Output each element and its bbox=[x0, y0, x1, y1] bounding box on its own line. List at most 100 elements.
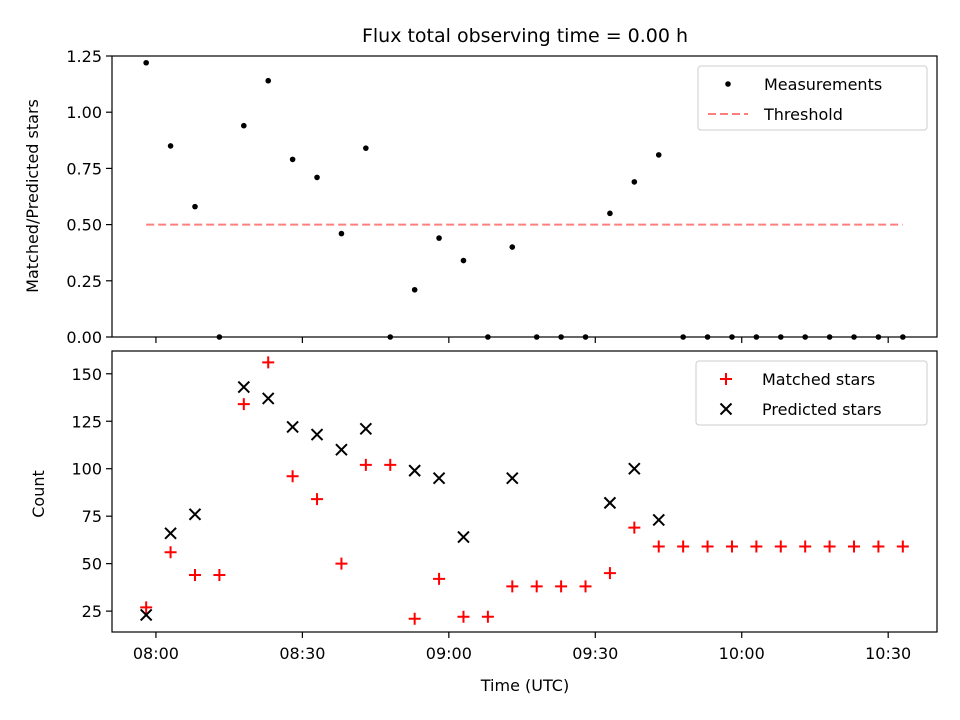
data-point bbox=[875, 334, 882, 340]
x-tick-label: 08:00 bbox=[133, 644, 179, 663]
data-point bbox=[188, 569, 201, 582]
data-point bbox=[753, 334, 760, 340]
legend-dot-symbol bbox=[725, 81, 731, 87]
data-point bbox=[628, 462, 641, 475]
data-point bbox=[262, 392, 275, 405]
x-tick-label: 09:00 bbox=[426, 644, 472, 663]
y-tick-label: 75 bbox=[82, 507, 102, 526]
data-point bbox=[216, 334, 223, 340]
axes-frame bbox=[111, 55, 938, 338]
data-point bbox=[408, 612, 421, 625]
legend-label: Predicted stars bbox=[762, 400, 882, 419]
data-point bbox=[286, 420, 299, 434]
y-tick-label: 100 bbox=[71, 460, 102, 479]
data-point bbox=[460, 257, 467, 264]
data-point bbox=[311, 493, 324, 506]
data-point bbox=[192, 203, 198, 210]
data-point bbox=[384, 458, 397, 471]
data-point bbox=[286, 470, 299, 483]
data-point bbox=[310, 428, 324, 441]
data-point bbox=[774, 540, 787, 553]
data-point bbox=[777, 334, 784, 340]
data-point bbox=[631, 179, 638, 185]
data-point bbox=[359, 458, 372, 471]
series-predicted-stars bbox=[139, 380, 665, 622]
data-point bbox=[213, 569, 226, 582]
data-point bbox=[704, 334, 711, 340]
legend-plus-symbol bbox=[720, 373, 732, 385]
series-matched-stars bbox=[140, 356, 909, 625]
data-point bbox=[900, 334, 906, 340]
data-point bbox=[457, 530, 470, 544]
legend-label: Threshold bbox=[763, 105, 843, 124]
bottom-panel: 25 50 75 100 125 150 08:00 08:30 09:00 09:30 10:00… bbox=[71, 350, 938, 663]
data-point bbox=[241, 122, 247, 129]
legend: Matched stars Predicted stars bbox=[695, 360, 928, 426]
data-point bbox=[314, 174, 320, 181]
y-tick-label: 1.00 bbox=[66, 103, 102, 122]
data-point bbox=[481, 610, 494, 623]
data-point bbox=[750, 540, 763, 553]
data-point bbox=[799, 540, 812, 553]
data-point bbox=[139, 608, 153, 622]
data-point bbox=[680, 334, 686, 340]
top-y-axis-label: Matched/Predicted stars bbox=[23, 99, 42, 293]
data-point bbox=[533, 334, 540, 340]
data-point bbox=[848, 540, 861, 553]
data-point bbox=[359, 422, 373, 436]
legend-box bbox=[697, 65, 928, 131]
data-point bbox=[164, 546, 177, 559]
data-point bbox=[896, 540, 909, 553]
data-point bbox=[509, 244, 516, 250]
data-point bbox=[265, 77, 272, 84]
data-point bbox=[338, 230, 345, 237]
data-point bbox=[363, 145, 369, 151]
top-panel: 0.00 0.25 0.50 0.75 1.00 1.25 Measurements Thre… bbox=[66, 47, 938, 347]
data-point bbox=[603, 496, 617, 510]
data-point bbox=[655, 152, 662, 158]
data-point bbox=[579, 580, 592, 593]
x-tick-label: 08:30 bbox=[279, 644, 325, 663]
y-tick-label: 1.25 bbox=[66, 47, 102, 66]
data-point bbox=[652, 540, 665, 553]
legend-box bbox=[695, 360, 928, 426]
x-tick-label: 10:30 bbox=[865, 644, 911, 663]
data-point bbox=[725, 540, 738, 553]
data-point bbox=[485, 334, 491, 340]
y-tick-label: 25 bbox=[82, 602, 102, 621]
data-point bbox=[607, 210, 613, 217]
data-point bbox=[729, 334, 735, 340]
data-point bbox=[506, 472, 519, 485]
data-point bbox=[188, 508, 202, 521]
data-point bbox=[826, 334, 833, 340]
data-point bbox=[555, 580, 568, 593]
legend-label: Matched stars bbox=[762, 370, 875, 389]
legend: Measurements Threshold bbox=[697, 65, 928, 131]
data-point bbox=[851, 334, 857, 340]
data-point bbox=[436, 235, 442, 241]
data-point bbox=[530, 580, 543, 593]
legend-x-symbol bbox=[719, 402, 733, 416]
data-point bbox=[140, 601, 153, 614]
x-axis-label: Time (UTC) bbox=[480, 676, 569, 695]
y-tick-label: 0.00 bbox=[66, 328, 102, 347]
legend-label: Measurements bbox=[764, 75, 882, 94]
data-point bbox=[143, 59, 149, 66]
data-point bbox=[387, 334, 394, 340]
y-tick-label: 50 bbox=[82, 555, 102, 574]
data-point bbox=[262, 356, 275, 369]
axes-frame bbox=[111, 350, 938, 633]
data-point bbox=[652, 513, 665, 527]
data-point bbox=[823, 540, 836, 553]
x-tick-label: 09:30 bbox=[572, 644, 618, 663]
y-tick-label: 150 bbox=[71, 365, 102, 384]
chart-title: Flux total observing time = 0.00 h bbox=[362, 25, 688, 47]
data-point bbox=[506, 580, 519, 593]
data-point bbox=[408, 464, 421, 477]
data-point bbox=[802, 334, 808, 340]
data-point bbox=[433, 572, 446, 585]
y-tick-label: 0.25 bbox=[66, 272, 102, 291]
data-point bbox=[237, 398, 250, 411]
data-point bbox=[167, 143, 174, 149]
